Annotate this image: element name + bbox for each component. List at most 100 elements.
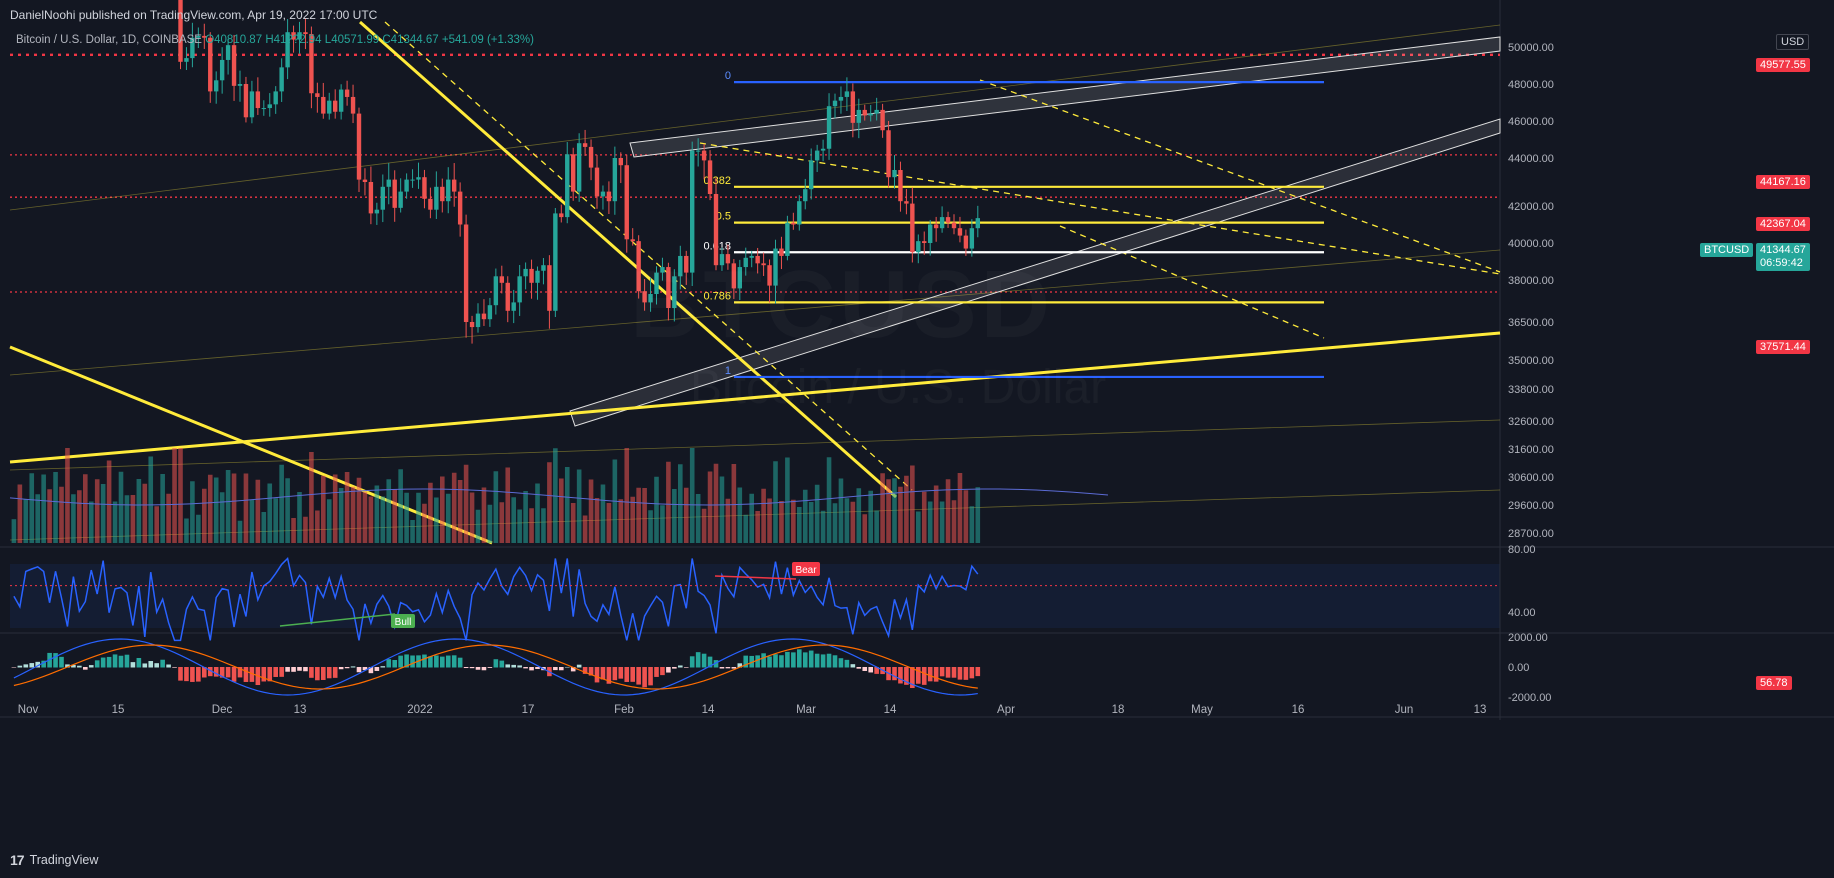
wedge-dashed-upper	[699, 142, 1501, 275]
volume-bar-94	[570, 503, 576, 543]
volume-bar-135	[814, 484, 820, 543]
candle-body-120	[725, 254, 731, 264]
macd-hist-20	[130, 662, 136, 668]
volume-bar-133	[802, 489, 808, 543]
volume-bar-87	[529, 508, 534, 543]
macd-hist-124	[749, 655, 754, 668]
ohlc-open: O40810.87	[205, 34, 263, 46]
candle-body-155	[933, 224, 939, 229]
candle-body-40	[249, 91, 255, 118]
volume-bar-43	[267, 483, 273, 543]
macd-hist-139	[838, 658, 844, 668]
candle-body-95	[576, 143, 582, 192]
macd-hist-19	[124, 654, 130, 668]
volume-bar-14	[94, 479, 100, 543]
volume-bar-157	[945, 479, 951, 543]
volume-bar-76	[463, 464, 469, 543]
ohlc-change: +541.09 (+1.33%)	[441, 34, 534, 46]
volume-bar-85	[517, 509, 522, 543]
macd-hist-117	[707, 656, 713, 668]
macd-hist-42	[261, 667, 267, 682]
candle-body-71	[434, 186, 439, 210]
tradingview-brand[interactable]: 17 TradingView	[10, 852, 98, 868]
macd-hist-77	[469, 667, 475, 669]
price-tick-4: 42000.00	[1508, 201, 1554, 213]
volume-bar-24	[154, 506, 159, 543]
candle-body-105	[636, 241, 641, 292]
macd-hist-55	[338, 667, 344, 670]
candle-body-50	[309, 34, 314, 94]
rsi-value-label: 56.78	[1756, 676, 1792, 690]
candle-body-57	[350, 96, 356, 114]
volume-bar-146	[880, 473, 885, 543]
macd-hist-104	[630, 667, 635, 682]
rsi-tick-1: 40.00	[1508, 607, 1536, 619]
macd-tick-1: 0.00	[1508, 662, 1529, 674]
watermark-symbol: BTCUSD	[630, 250, 1054, 360]
candle-body-30	[190, 37, 195, 59]
ohlc-low: L40571.99	[324, 34, 380, 46]
faint-channel-line-1	[9, 249, 1501, 376]
volume-bar-11	[77, 490, 82, 543]
candle-body-119	[719, 254, 725, 266]
volume-bar-74	[451, 472, 457, 543]
volume-bar-80	[487, 504, 493, 543]
candle-body-41	[255, 91, 261, 109]
volume-bar-134	[808, 502, 814, 543]
candle-body-118	[713, 194, 719, 266]
candle-body-61	[374, 209, 380, 214]
macd-hist-5	[41, 660, 46, 668]
volume-bar-68	[416, 492, 421, 543]
macd-hist-114	[689, 656, 695, 668]
level-label-49577: 49577.55	[1756, 58, 1810, 72]
candle-body-138	[832, 100, 838, 107]
macd-hist-11	[77, 665, 82, 668]
symbol-legend[interactable]: Bitcoin / U.S. Dollar, 1D, COINBASE O408…	[16, 34, 534, 46]
macd-hist-161	[969, 667, 975, 679]
volume-bar-70	[428, 482, 433, 543]
price-tick-8: 35000.00	[1508, 355, 1554, 367]
candle-body-53	[327, 100, 332, 114]
candle-body-69	[422, 177, 427, 199]
candle-body-90	[547, 265, 552, 311]
volume-bar-116	[701, 508, 707, 543]
candle-body-42	[261, 108, 266, 110]
macd-hist-23	[148, 661, 154, 668]
candle-body-161	[969, 228, 975, 249]
candle-body-74	[452, 179, 457, 192]
macd-hist-39	[243, 667, 249, 682]
candle-body-136	[820, 148, 826, 151]
candle-body-145	[874, 109, 879, 114]
macd-hist-59	[362, 667, 368, 671]
candle-body-44	[273, 91, 278, 105]
volume-bar-49	[303, 516, 308, 543]
macd-hist-26	[166, 664, 171, 668]
volume-bar-23	[148, 456, 154, 543]
macd-hist-13	[88, 665, 94, 668]
macd-hist-123	[743, 655, 749, 668]
macd-hist-24	[154, 663, 159, 668]
volume-bar-160	[963, 490, 969, 543]
macd-hist-113	[683, 667, 689, 668]
volume-bar-21	[136, 479, 142, 543]
candle-body-58	[356, 113, 362, 180]
candle-body-162	[975, 218, 980, 229]
x-tick-12: May	[1191, 704, 1213, 716]
volume-bar-145	[874, 510, 879, 543]
volume-bar-100	[606, 503, 612, 543]
volume-bar-151	[910, 465, 915, 543]
price-tick-6: 38000.00	[1508, 275, 1554, 287]
volume-bar-9	[65, 448, 70, 543]
currency-label[interactable]: USD	[1776, 34, 1810, 50]
price-tick-7: 36500.00	[1508, 317, 1554, 329]
volume-bar-42	[261, 512, 267, 543]
volume-bar-59	[362, 491, 368, 543]
candle-body-47	[291, 32, 296, 40]
macd-hist-48	[297, 667, 302, 671]
candle-body-73	[446, 179, 451, 202]
macd-hist-141	[850, 664, 856, 668]
x-tick-2: Dec	[212, 704, 233, 716]
macd-hist-98	[594, 667, 600, 683]
volume-bar-96	[582, 515, 588, 543]
